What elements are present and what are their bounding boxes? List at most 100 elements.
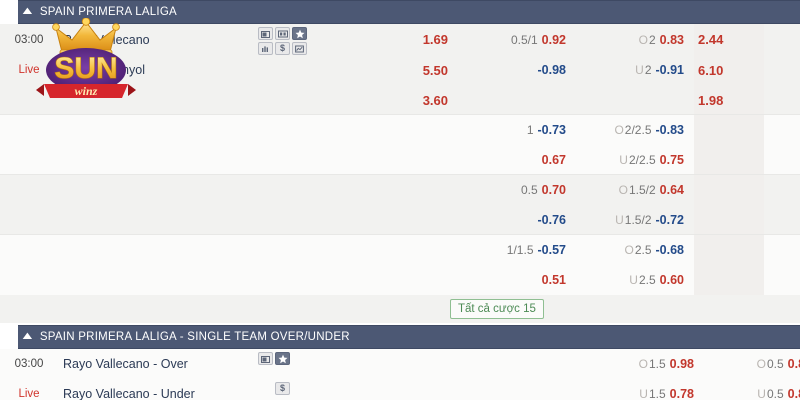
overunder-cell[interactable]: U 1.5/2 -0.72: [576, 205, 694, 235]
extra-odds-row[interactable]: 1 -0.73 O 2/2.5 -0.83 0.5 -0.69 O 1 -0.7…: [0, 115, 800, 145]
time-spacer: [0, 145, 58, 175]
handicap-cell[interactable]: -0.98: [458, 55, 576, 85]
league-header-primera[interactable]: ▲ SPAIN PRIMERA LALIGA: [18, 0, 800, 24]
handicap-cell[interactable]: 0.5/1 0.92: [458, 24, 576, 55]
first-odd-cell[interactable]: 3.60: [340, 85, 458, 115]
match-time: 03:00: [14, 33, 44, 46]
overunder-cell[interactable]: U 2 -0.91: [576, 55, 694, 85]
handicap-cell-2[interactable]: 0.5 -0.69: [764, 115, 800, 145]
tv-icon[interactable]: [258, 27, 273, 40]
icons-spacer: [258, 205, 340, 235]
handicap-cell-2[interactable]: 0.59: [764, 145, 800, 175]
match-status: Live: [18, 388, 40, 400]
ou-line: 2.5: [634, 243, 652, 257]
ou-line: 0.5: [766, 387, 784, 400]
first-odd-cell[interactable]: 1.69: [340, 24, 458, 55]
extra-odds-row[interactable]: 0.5 0.70 O 1.5/2 0.64 0.5/1 -0.48 O 0.5 …: [0, 175, 800, 205]
time-spacer: [0, 85, 58, 115]
odd-value: -0.83: [655, 123, 685, 137]
first-odd-spacer: [340, 145, 458, 175]
league-title: SPAIN PRIMERA LALIGA: [39, 6, 177, 18]
cashout-icon[interactable]: $: [275, 382, 290, 395]
match-rows-single-team: 03:00 Rayo Vallecano - Over O 1.5 0.98: [0, 349, 800, 400]
chart-icon[interactable]: [292, 42, 307, 55]
odd-value: -0.57: [537, 243, 567, 257]
match-row[interactable]: 03:00 Rayo Vallecano: [0, 24, 800, 55]
handicap-cell-2: [764, 85, 800, 115]
handicap-cell[interactable]: 0.67: [458, 145, 576, 175]
draw-label: [58, 85, 258, 115]
team-away[interactable]: RCD Espanyol: [63, 63, 145, 77]
stats-icon[interactable]: [258, 42, 273, 55]
overunder-cell-2[interactable]: O 0.5 0.87: [704, 349, 800, 379]
chevron-up-icon[interactable]: ▲: [19, 4, 36, 17]
chevron-up-icon[interactable]: ▲: [19, 329, 36, 342]
team-home[interactable]: Rayo Vallecano: [63, 32, 150, 47]
overunder-cell[interactable]: U 1.5 0.78: [576, 379, 704, 400]
scoreboard-icon[interactable]: [275, 27, 290, 40]
overunder-cell[interactable]: O 2/2.5 -0.83: [576, 115, 694, 145]
handicap-cell[interactable]: 0.51: [458, 265, 576, 295]
match-rows-primera: 03:00 Rayo Vallecano: [0, 24, 800, 323]
handicap-cell-2[interactable]: 0/0.5 0.89: [764, 24, 800, 55]
selection-label[interactable]: Rayo Vallecano - Over: [63, 357, 188, 371]
over-symbol: O: [624, 243, 634, 257]
handicap-cell[interactable]: 0.5 0.70: [458, 175, 576, 205]
onextwo-spacer: [694, 145, 764, 175]
first-odd-spacer: [340, 115, 458, 145]
onextwo-spacer: [694, 205, 764, 235]
ou-line: 1.5: [648, 357, 666, 371]
extra-odds-row[interactable]: 0.67 U 2/2.5 0.75 0.59 U 1 0.60: [0, 145, 800, 175]
match-row-draw[interactable]: 3.60 1.98: [0, 85, 800, 115]
extra-odds-row[interactable]: -0.76 U 1.5/2 -0.72 0.38 U 0.5 -0.66: [0, 205, 800, 235]
handicap-cell-2[interactable]: 0.5/1 -0.48: [764, 175, 800, 205]
onextwo-cell[interactable]: 1.98: [694, 85, 764, 115]
handicap-cell[interactable]: 1 -0.73: [458, 115, 576, 145]
league-header-single-team[interactable]: ▲ SPAIN PRIMERA LALIGA - SINGLE TEAM OVE…: [18, 325, 800, 349]
handicap-line: 1/1.5: [506, 243, 534, 257]
overunder-cell[interactable]: O 1.5 0.98: [576, 349, 704, 379]
match-row[interactable]: 03:00 Rayo Vallecano - Over O 1.5 0.98: [0, 349, 800, 379]
odd-value: 2.44: [698, 32, 724, 47]
first-odd-spacer: [340, 265, 458, 295]
overunder-cell-2[interactable]: U 0.5 0.89: [704, 379, 800, 400]
overunder-cell[interactable]: O 2 0.83: [576, 24, 694, 55]
match-row[interactable]: Live Rayo Vallecano - Under $ U 1.5 0.78…: [0, 379, 800, 400]
match-row[interactable]: Live RCD Espanyol 5.50 -0.98 U 2 -0.91 6…: [0, 55, 800, 85]
cashout-icon[interactable]: $: [275, 42, 290, 55]
first-odd-cell[interactable]: 5.50: [340, 55, 458, 85]
icons-spacer: [258, 175, 340, 205]
over-symbol: O: [614, 123, 624, 137]
star-icon[interactable]: [275, 352, 290, 365]
tv-icon[interactable]: [258, 352, 273, 365]
extra-odds-row[interactable]: 0.51 U 2.5 0.60: [0, 265, 800, 295]
icons-spacer: [258, 235, 340, 265]
odd-value: -0.68: [655, 243, 685, 257]
first-odd-spacer: [340, 175, 458, 205]
odd-value: 3.60: [422, 92, 448, 108]
icons-spacer: [258, 115, 340, 145]
onextwo-cell[interactable]: 2.44: [694, 24, 764, 55]
match-icons-spacer: [258, 55, 340, 85]
overunder-cell[interactable]: O 2.5 -0.68: [576, 235, 694, 265]
extra-odds-row[interactable]: 1/1.5 -0.57 O 2.5 -0.68: [0, 235, 800, 265]
handicap-cell-2[interactable]: -0.99: [764, 55, 800, 85]
selection-label[interactable]: Rayo Vallecano - Under: [63, 387, 195, 400]
odd-value: 0.87: [787, 357, 800, 371]
overunder-cell[interactable]: O 1.5/2 0.64: [576, 175, 694, 205]
ou-line: 2: [644, 63, 652, 77]
onextwo-cell[interactable]: 6.10: [694, 55, 764, 85]
handicap-cell-2: [764, 235, 800, 265]
team-spacer: [58, 235, 258, 265]
overunder-cell[interactable]: U 2.5 0.60: [576, 265, 694, 295]
handicap-cell[interactable]: 1/1.5 -0.57: [458, 235, 576, 265]
overunder-cell[interactable]: U 2/2.5 0.75: [576, 145, 694, 175]
time-spacer: [0, 175, 58, 205]
handicap-cell-2[interactable]: 0.38: [764, 205, 800, 235]
team-spacer: [58, 115, 258, 145]
all-bets-button[interactable]: Tất cả cược 15: [450, 299, 544, 319]
handicap-cell[interactable]: -0.76: [458, 205, 576, 235]
star-icon[interactable]: [292, 27, 307, 40]
ou-line: 2: [648, 32, 656, 47]
time-spacer: [0, 115, 58, 145]
